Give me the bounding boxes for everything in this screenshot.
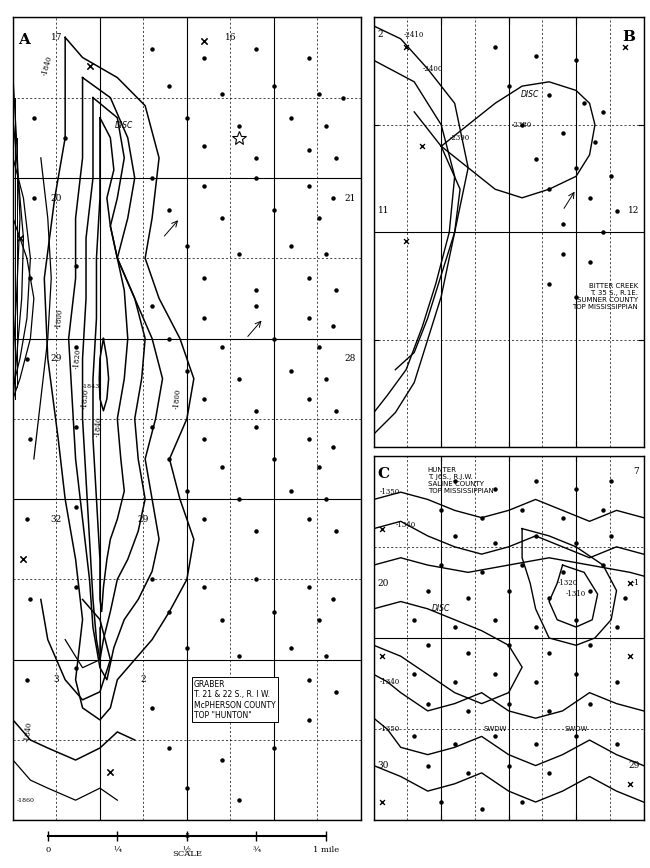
Text: SCALE: SCALE	[172, 850, 202, 858]
Text: -1350: -1350	[380, 725, 400, 733]
Text: 29: 29	[628, 761, 640, 770]
Text: -1840: -1840	[23, 721, 33, 742]
Text: 0: 0	[45, 846, 51, 854]
Text: 32: 32	[51, 515, 62, 523]
Text: 17: 17	[51, 33, 62, 43]
Text: 2: 2	[378, 30, 384, 39]
Text: 3: 3	[54, 675, 59, 684]
Text: 12: 12	[628, 207, 640, 215]
Text: HUNTER
T. J6S., R.J.W.
SALINE COUNTY
TOP MISSISSIPPIAN: HUNTER T. J6S., R.J.W. SALINE COUNTY TOP…	[428, 467, 493, 494]
Text: 29: 29	[138, 515, 149, 523]
Text: ¼: ¼	[113, 846, 122, 854]
Text: -2410: -2410	[404, 30, 424, 38]
Text: SWDW: SWDW	[564, 727, 588, 732]
Text: DISC: DISC	[521, 90, 540, 99]
Text: 2: 2	[140, 675, 146, 684]
Text: 30: 30	[378, 761, 389, 770]
Text: GRABER
T. 21 & 22 S., R. I W.
McPHERSON COUNTY
TOP "HUNTON": GRABER T. 21 & 22 S., R. I W. McPHERSON …	[194, 680, 276, 720]
Text: 29: 29	[51, 354, 62, 363]
Text: 1 mile: 1 mile	[313, 846, 339, 854]
Text: 16: 16	[225, 33, 236, 43]
Text: 11: 11	[378, 207, 389, 215]
Text: -1820: -1820	[72, 348, 82, 369]
Text: 28: 28	[344, 354, 356, 363]
Text: -1840: -1840	[41, 55, 55, 76]
Text: -1340: -1340	[396, 521, 416, 529]
Text: -1: -1	[631, 579, 640, 588]
Text: -1860: -1860	[16, 798, 34, 803]
Text: 5: 5	[184, 832, 190, 840]
Text: 21: 21	[344, 194, 356, 202]
Text: ¾: ¾	[252, 846, 261, 854]
Text: 20: 20	[51, 194, 62, 202]
Text: 7: 7	[634, 467, 640, 476]
Text: -1800: -1800	[173, 388, 183, 409]
Text: A: A	[18, 33, 30, 48]
Text: -1340: -1340	[380, 678, 400, 686]
Text: C: C	[378, 467, 390, 481]
Text: BITTER CREEK
T. 35 S., R.1E.
SUMNER COUNTY
TOP MISSISSIPPIAN: BITTER CREEK T. 35 S., R.1E. SUMNER COUN…	[573, 283, 638, 310]
Text: ½: ½	[183, 846, 191, 854]
Text: -1840: -1840	[94, 417, 103, 437]
Text: SWDW: SWDW	[484, 727, 507, 732]
Text: 20: 20	[378, 579, 389, 588]
Text: -2390: -2390	[450, 134, 470, 141]
Text: -1320: -1320	[558, 579, 578, 588]
Text: -2400: -2400	[423, 65, 443, 73]
Text: DISC: DISC	[115, 122, 133, 130]
Text: -1350: -1350	[380, 488, 400, 496]
Text: -1830: -1830	[81, 388, 91, 409]
Text: -1843: -1843	[82, 385, 100, 389]
Text: B: B	[623, 30, 636, 44]
Text: -1800: -1800	[55, 308, 65, 329]
Text: DISC: DISC	[432, 604, 450, 614]
Text: -2380: -2380	[512, 121, 532, 128]
Text: -1310: -1310	[566, 590, 586, 598]
